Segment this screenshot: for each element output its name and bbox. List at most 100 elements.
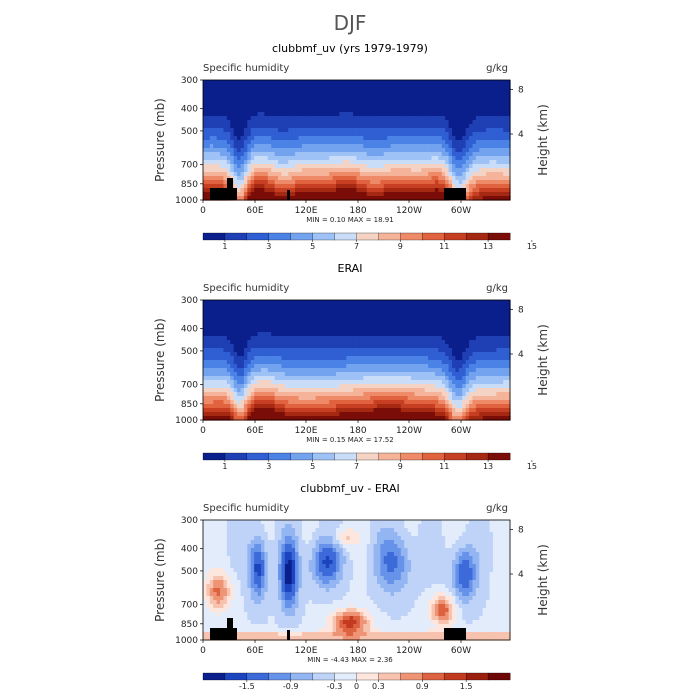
heatmap-cell: [312, 160, 317, 165]
heatmap-cell: [226, 312, 231, 317]
heatmap-cell: [250, 392, 255, 397]
heatmap-cell: [247, 92, 252, 97]
heatmap-cell: [380, 380, 385, 385]
heatmap-cell: [312, 340, 317, 345]
heatmap-cell: [339, 320, 344, 325]
heatmap-cell: [329, 368, 334, 373]
heatmap-cell: [404, 176, 409, 181]
heatmap-cell: [465, 96, 470, 101]
heatmap-cell: [366, 356, 371, 361]
heatmap-cell: [332, 184, 337, 189]
heatmap-cell: [380, 368, 385, 373]
heatmap-cell: [332, 304, 337, 309]
heatmap-cell: [336, 108, 341, 113]
heatmap-cell: [281, 376, 286, 381]
heatmap-cell: [445, 120, 450, 125]
heatmap-cell: [359, 164, 364, 169]
heatmap-cell: [486, 196, 491, 201]
heatmap-cell: [240, 184, 245, 189]
y-tick-label: 700: [181, 160, 198, 170]
heatmap-cell: [240, 120, 245, 125]
heatmap-cell: [257, 364, 262, 369]
heatmap-cell: [376, 104, 381, 109]
heatmap-cell: [465, 196, 470, 201]
heatmap-cell: [421, 124, 426, 129]
heatmap-cell: [223, 152, 228, 157]
heatmap-cell: [336, 412, 341, 417]
heatmap-cell: [346, 168, 351, 173]
heatmap-cell: [438, 320, 443, 325]
heatmap-cell: [397, 196, 402, 201]
heatmap-cell: [349, 148, 354, 153]
heatmap-cell: [414, 344, 419, 349]
heatmap-cell: [250, 340, 255, 345]
heatmap-cell: [271, 164, 276, 169]
heatmap-cell: [254, 408, 259, 413]
heatmap-cell: [264, 144, 269, 149]
heatmap-cell: [281, 188, 286, 193]
heatmap-cell: [216, 400, 221, 405]
heatmap-cell: [394, 320, 399, 325]
heatmap-cell: [250, 184, 255, 189]
heatmap-cell: [284, 104, 289, 109]
heatmap-cell: [496, 100, 501, 105]
heatmap-cell: [213, 388, 218, 393]
heatmap-cell: [336, 188, 341, 193]
heatmap-cell: [394, 368, 399, 373]
heatmap-cell: [465, 88, 470, 93]
heatmap-cell: [274, 84, 279, 89]
heatmap-cell: [383, 404, 388, 409]
heatmap-cell: [329, 152, 334, 157]
heatmap-cell: [424, 188, 429, 193]
heatmap-cell: [397, 128, 402, 133]
heatmap-cell: [308, 408, 313, 413]
heatmap-cell: [339, 324, 344, 329]
heatmap-cell: [407, 308, 412, 313]
heatmap-cell: [404, 104, 409, 109]
heatmap-cell: [318, 164, 323, 169]
heatmap-cell: [237, 140, 242, 145]
heatmap-cell: [445, 368, 450, 373]
heatmap-cell: [445, 380, 450, 385]
heatmap-cell: [295, 104, 300, 109]
heatmap-cell: [250, 332, 255, 337]
x-tick-label: 180: [349, 206, 366, 216]
heatmap-cell: [417, 128, 422, 133]
heatmap-cell: [274, 148, 279, 153]
heatmap-cell: [472, 116, 477, 121]
heatmap-cell: [424, 116, 429, 121]
heatmap-cell: [250, 336, 255, 341]
heatmap-cell: [305, 348, 310, 353]
heatmap-cell: [434, 132, 439, 137]
heatmap-cell: [336, 192, 341, 197]
heatmap-cell: [349, 184, 354, 189]
heatmap-cell: [441, 80, 446, 85]
heatmap-cell: [414, 164, 419, 169]
heatmap-cell: [250, 112, 255, 117]
heatmap-cell: [312, 320, 317, 325]
heatmap-cell: [312, 192, 317, 197]
heatmap-cell: [339, 88, 344, 93]
heatmap-cell: [240, 148, 245, 153]
heatmap-cell: [206, 380, 211, 385]
heatmap-cell: [363, 188, 368, 193]
heatmap-cell: [322, 188, 327, 193]
heatmap-cell: [448, 120, 453, 125]
heatmap-cell: [380, 136, 385, 141]
heatmap-cell: [400, 356, 405, 361]
heatmap-cell: [363, 116, 368, 121]
heatmap-cell: [479, 168, 484, 173]
heatmap-cell: [312, 388, 317, 393]
heatmap-cell: [332, 336, 337, 341]
heatmap-cell: [452, 128, 457, 133]
heatmap-cell: [260, 404, 265, 409]
heatmap-cell: [322, 404, 327, 409]
heatmap-cell: [220, 344, 225, 349]
heatmap-cell: [237, 128, 242, 133]
heatmap-cell: [346, 188, 351, 193]
heatmap-cell: [455, 144, 460, 149]
heatmap-cell: [284, 128, 289, 133]
heatmap-cell: [284, 300, 289, 305]
heatmap-cell: [291, 140, 296, 145]
heatmap-cell: [325, 312, 330, 317]
